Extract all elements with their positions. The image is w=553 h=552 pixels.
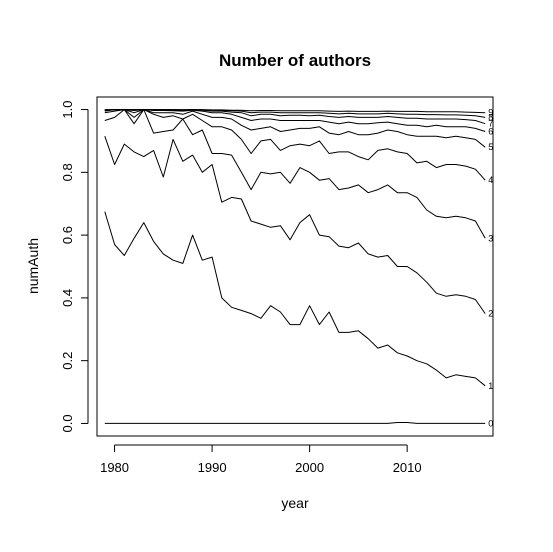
series-line-2 <box>104 136 486 314</box>
x-tick-label: 2000 <box>295 460 324 475</box>
series-label-0: 0 <box>488 418 493 428</box>
y-axis-title: numAuth <box>25 238 41 294</box>
y-tick-label: 0.8 <box>60 163 75 181</box>
x-tick-label: 1990 <box>198 460 227 475</box>
series-label-4: 4 <box>488 175 493 185</box>
x-axis: 1980 1990 2000 2010 <box>100 444 422 475</box>
series-line-6 <box>104 109 486 132</box>
series-label-7: 7 <box>488 119 493 129</box>
series-label-2: 2 <box>488 309 493 319</box>
series-line-5 <box>104 109 486 148</box>
series-line-4 <box>104 109 486 181</box>
x-axis-title: year <box>281 495 309 511</box>
chart-title: Number of authors <box>219 51 371 70</box>
plot-box <box>96 96 494 437</box>
x-tick-label: 1980 <box>100 460 129 475</box>
series-label-1: 1 <box>488 381 493 391</box>
series-label-8: 8 <box>488 112 493 122</box>
series-line-3 <box>104 109 486 239</box>
series-line-0 <box>104 422 486 424</box>
y-tick-label: 1.0 <box>60 101 75 119</box>
y-tick-label: 0.6 <box>60 226 75 244</box>
y-tick-label: 0.4 <box>60 289 75 307</box>
series-label-6: 6 <box>488 127 493 137</box>
series-line-1 <box>104 211 486 387</box>
y-axis: 0.0 0.2 0.4 0.6 0.8 1.0 <box>60 101 89 432</box>
series-lines <box>104 109 486 424</box>
series-label-9: 9 <box>488 108 493 118</box>
series-line-9 <box>104 109 486 114</box>
y-tick-label: 0.2 <box>60 352 75 370</box>
series-label-3: 3 <box>488 233 493 243</box>
x-tick-label: 2010 <box>393 460 422 475</box>
y-tick-label: 0.0 <box>60 414 75 432</box>
series-label-5: 5 <box>488 142 493 152</box>
